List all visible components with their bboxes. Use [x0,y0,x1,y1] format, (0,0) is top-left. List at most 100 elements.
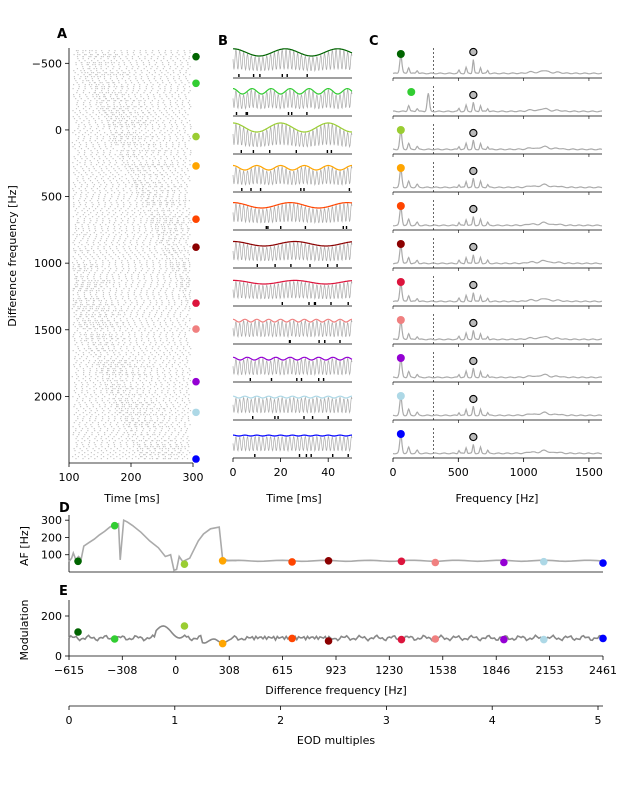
raster-spike [82,272,84,274]
raster-spike [106,282,108,284]
raster-spike [91,350,93,352]
raster-spike [165,144,167,146]
raster-spike [157,278,159,280]
raster-spike [171,364,173,366]
raster-spike [110,392,112,394]
raster-spike [144,192,146,194]
raster-spike [168,166,170,168]
raster-spike [171,116,173,118]
raster-spike [76,318,78,320]
raster-spike [78,86,80,88]
raster-spike [75,192,77,194]
raster-spike [108,116,110,118]
raster-spike [144,90,146,92]
raster-spike [185,60,187,62]
trace-b-spike [274,264,276,267]
raster-spike [107,368,109,370]
raster-spike [101,90,103,92]
raster-spike [168,62,170,64]
raster-spike [112,148,114,150]
raster-spike [152,136,154,138]
raster-spike [159,324,161,326]
raster-spike [107,370,109,372]
raster-spike [174,438,176,440]
raster-spike [78,324,80,326]
raster-spike [80,98,82,100]
raster-spike [157,106,160,108]
raster-spike [183,380,185,382]
raster-spike [148,356,150,358]
raster-spike [97,268,99,270]
raster-spike [157,82,159,84]
panel-b-traces: 0 20 40 [230,48,353,479]
raster-spike [75,62,77,64]
raster-spike [78,200,80,202]
raster-spike [107,272,109,274]
raster-spike [108,100,110,102]
raster-spike [110,362,112,364]
raster-spike [107,74,109,76]
raster-spike [169,224,171,226]
raster-spike [128,172,130,174]
raster-spike [140,136,142,138]
raster-spike [168,372,170,374]
raster-spike [96,440,98,442]
raster-spike [152,164,154,166]
raster-spike [120,234,123,236]
raster-spike [124,342,126,344]
raster-spike [183,220,185,222]
raster-spike [86,386,88,388]
raster-spike [108,444,110,446]
tick-label-a-y: 0 [55,124,62,137]
raster-spike [165,452,168,454]
raster-spike [81,244,83,246]
raster-spike [154,158,156,160]
raster-marker [192,455,200,463]
raster-spike [97,160,99,162]
raster-spike [112,372,114,374]
raster-spike [187,276,189,278]
raster-spike [107,228,109,230]
raster-spike [90,54,92,56]
raster-spike [177,234,179,236]
tick-label-c-x: 1000 [510,466,538,479]
raster-spike [94,314,96,316]
raster-spike [128,396,130,398]
raster-spike [106,120,108,122]
raster-spike [181,102,184,104]
raster-spike [101,372,103,374]
raster-marker [192,243,200,251]
raster-spike [160,366,162,368]
raster-spike [102,328,104,330]
raster-spike [125,122,127,124]
raster-spike [104,202,106,204]
raster-spike [185,300,187,302]
trace-b-envelope [233,318,352,323]
raster-spike [178,414,180,416]
raster-spike [172,422,174,424]
raster-spike [163,128,165,130]
raster-spike [84,266,86,268]
raster-spike [81,356,83,358]
raster-spike [86,304,88,306]
raster-spike [164,456,166,458]
raster-spike [115,254,117,256]
raster-spike [114,440,116,442]
raster-spike [91,340,93,342]
raster-spike [165,234,167,236]
raster-spike [108,308,110,310]
raster-spike [171,188,173,190]
raster-spike [134,110,136,112]
raster-spike [155,122,158,124]
raster-spike [147,78,149,80]
raster-spike [154,430,156,432]
raster-spike [93,184,95,186]
raster-spike [187,302,189,304]
raster-spike [105,80,107,82]
raster-spike [183,160,185,162]
raster-spike [122,296,124,298]
raster-spike [184,196,186,198]
raster-spike [189,380,191,382]
raster-spike [141,298,143,300]
raster-spike [77,212,79,214]
